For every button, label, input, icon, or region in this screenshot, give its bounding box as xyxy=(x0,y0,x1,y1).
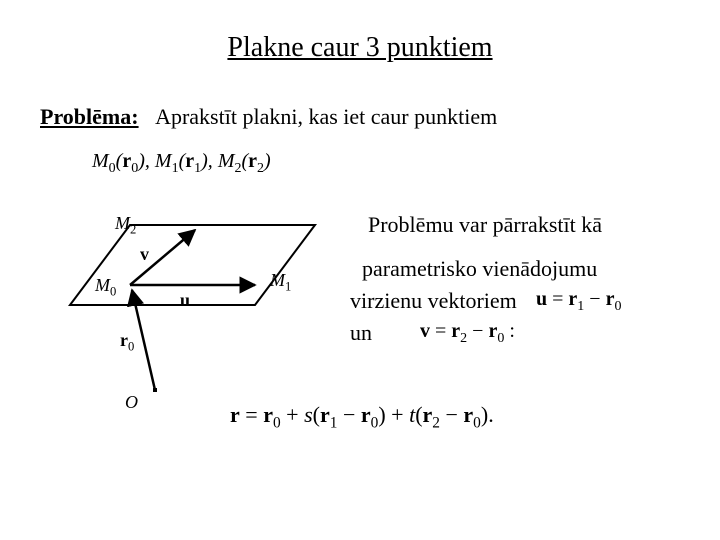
u-equation: u = r1 − r0 xyxy=(536,288,621,315)
label-m2: M2 xyxy=(115,213,136,238)
main-equation: r = r0 + s(r1 − r0) + t(r2 − r0). xyxy=(230,402,494,432)
rewrite-text: Problēmu var pārrakstīt kā xyxy=(368,212,602,238)
page-title: Plakne caur 3 punktiem xyxy=(0,32,720,64)
label-O: O xyxy=(125,392,138,413)
problem-line: Problēma: Aprakstīt plakni, kas iet caur… xyxy=(40,104,497,130)
label-m0: M0 xyxy=(95,275,116,300)
label-m1: M1 xyxy=(270,270,291,295)
problem-label: Problēma: xyxy=(40,104,139,129)
label-v: v xyxy=(140,244,149,265)
label-u: u xyxy=(180,290,190,311)
problem-text: Aprakstīt plakni, kas iet caur punktiem xyxy=(155,104,497,129)
param-text: parametrisko vienādojumu xyxy=(362,256,597,282)
v-equation: v = r2 − r0 : xyxy=(420,320,515,347)
plane-diagram xyxy=(50,200,350,410)
and-text: un xyxy=(350,320,372,346)
dir-text: virzienu vektoriem xyxy=(350,288,517,314)
label-r0: r0 xyxy=(120,330,134,355)
math-points: M0(r0), M1(r1), M2(r2) xyxy=(92,150,271,177)
